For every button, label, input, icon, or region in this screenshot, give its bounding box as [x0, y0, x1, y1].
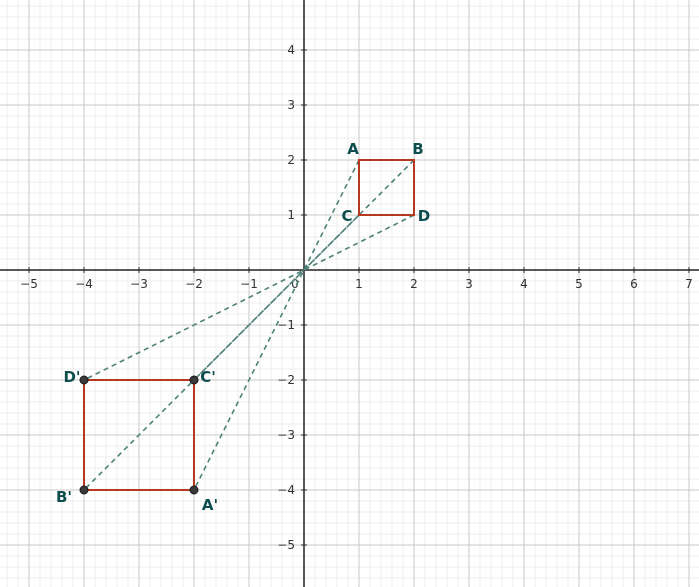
x-tick-label: −3	[130, 277, 148, 291]
point-label: C	[341, 207, 352, 225]
x-tick-label: 7	[685, 277, 693, 291]
point-label: D'	[63, 368, 80, 386]
point-label: A	[347, 140, 359, 158]
point-label: A'	[202, 496, 218, 514]
x-tick-label: 6	[630, 277, 638, 291]
x-tick-label: −5	[20, 277, 38, 291]
x-tick-label: 4	[520, 277, 528, 291]
point-marker	[79, 375, 89, 385]
y-tick-label: −3	[277, 428, 295, 442]
y-tick-label: −5	[277, 538, 295, 552]
dilation-line	[83, 159, 415, 491]
dilation-line	[193, 214, 360, 381]
point-label: D	[418, 207, 430, 225]
dilation-line	[83, 214, 415, 381]
x-tick-label: 1	[355, 277, 363, 291]
y-tick-label: 2	[287, 153, 295, 167]
y-tick-label: 4	[287, 43, 295, 57]
dilation-lines	[83, 159, 415, 491]
y-tick-label: −4	[277, 483, 295, 497]
points	[79, 375, 199, 495]
point-labels: A B C D A' B' C' D'	[56, 140, 430, 514]
x-tick-label: 2	[410, 277, 418, 291]
square	[358, 159, 415, 216]
x-tick-label: −1	[240, 277, 258, 291]
x-tick-label: −2	[185, 277, 203, 291]
dilation-line	[193, 159, 360, 491]
x-tick-label: 3	[465, 277, 473, 291]
point-label: C'	[200, 368, 216, 386]
x-tick-label: 0	[291, 277, 299, 291]
point-marker	[79, 485, 89, 495]
y-tick-label: −2	[277, 373, 295, 387]
x-tick-label: −4	[75, 277, 93, 291]
tick-labels: −5 −4 −3 −2 −1 0 1 2 3 4 5 6 7 −5 −4 −3 −2 −1 1 2 3 4	[20, 43, 693, 552]
y-tick-label: −1	[277, 318, 295, 332]
point-label: B	[412, 140, 423, 158]
point-label: B'	[56, 488, 72, 506]
y-tick-label: 3	[287, 98, 295, 112]
y-tick-label: 1	[287, 208, 295, 222]
x-tick-label: 5	[575, 277, 583, 291]
point-marker	[189, 375, 199, 385]
point-marker	[189, 485, 199, 495]
